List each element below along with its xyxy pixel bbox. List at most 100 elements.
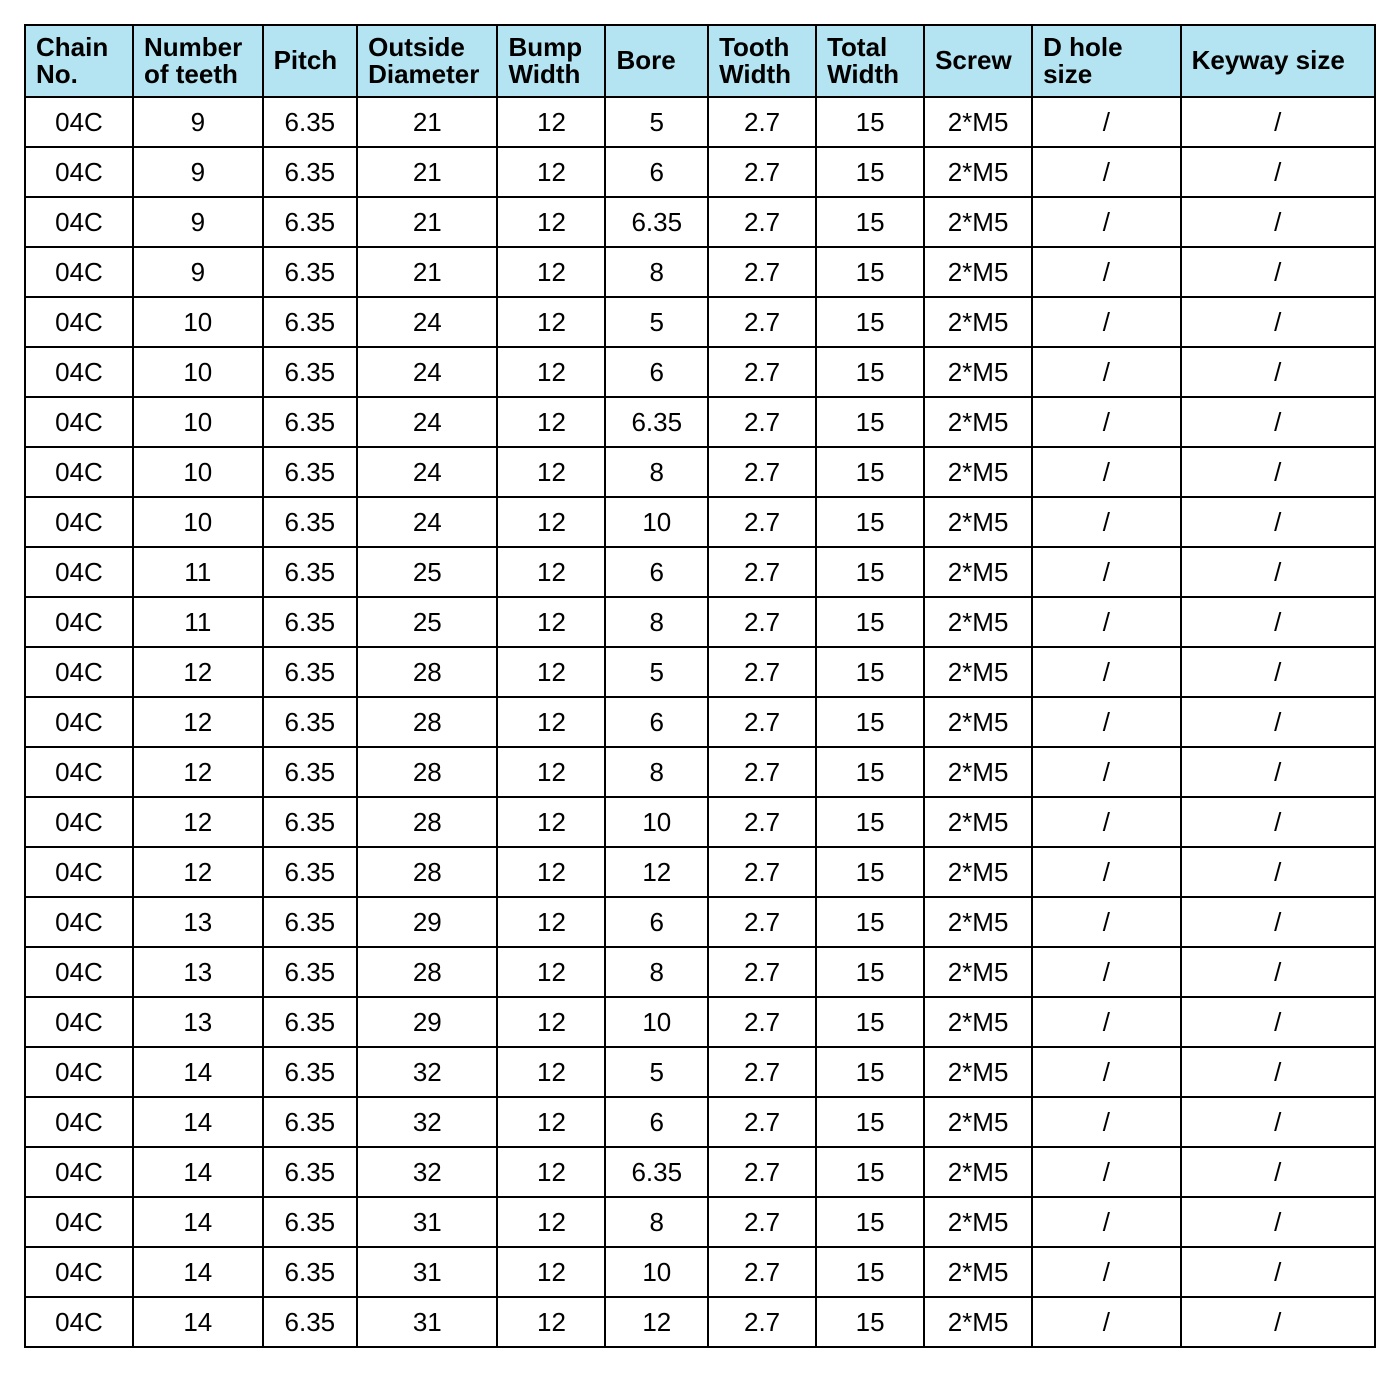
table-cell: 12 xyxy=(497,547,605,597)
table-cell: / xyxy=(1181,397,1375,447)
col-tooth-width: Tooth Width xyxy=(708,25,816,97)
table-cell: 2.7 xyxy=(708,1247,816,1297)
table-row: 04C96.3521126.352.7152*M5// xyxy=(25,197,1375,247)
table-cell: 15 xyxy=(816,347,924,397)
table-cell: 2*M5 xyxy=(924,697,1032,747)
table-cell: / xyxy=(1032,1297,1181,1347)
sprocket-spec-table: Chain No. Number of teeth Pitch Outside … xyxy=(24,24,1376,1348)
table-cell: 04C xyxy=(25,97,133,147)
table-cell: 6.35 xyxy=(263,97,358,147)
table-row: 04C126.35281252.7152*M5// xyxy=(25,647,1375,697)
table-cell: 04C xyxy=(25,847,133,897)
table-cell: 21 xyxy=(357,147,497,197)
table-cell: 12 xyxy=(497,747,605,797)
table-cell: 21 xyxy=(357,97,497,147)
table-cell: 12 xyxy=(133,847,263,897)
table-cell: 15 xyxy=(816,147,924,197)
table-cell: 6.35 xyxy=(263,897,358,947)
table-cell: 28 xyxy=(357,747,497,797)
table-header-row: Chain No. Number of teeth Pitch Outside … xyxy=(25,25,1375,97)
table-cell: 2.7 xyxy=(708,747,816,797)
table-cell: 2.7 xyxy=(708,797,816,847)
table-cell: 12 xyxy=(497,397,605,447)
table-cell: / xyxy=(1032,597,1181,647)
table-cell: / xyxy=(1032,697,1181,747)
table-cell: / xyxy=(1181,1247,1375,1297)
table-cell: 10 xyxy=(605,1247,708,1297)
table-cell: 04C xyxy=(25,597,133,647)
table-cell: / xyxy=(1032,1247,1181,1297)
table-cell: 10 xyxy=(133,297,263,347)
table-cell: 15 xyxy=(816,1297,924,1347)
table-cell: / xyxy=(1032,847,1181,897)
table-cell: 6.35 xyxy=(263,1147,358,1197)
table-cell: 2*M5 xyxy=(924,1097,1032,1147)
table-cell: 6 xyxy=(605,147,708,197)
table-cell: / xyxy=(1181,197,1375,247)
table-cell: 14 xyxy=(133,1147,263,1197)
table-cell: / xyxy=(1181,1297,1375,1347)
table-cell: 2*M5 xyxy=(924,1247,1032,1297)
table-cell: 14 xyxy=(133,1247,263,1297)
table-cell: 9 xyxy=(133,197,263,247)
table-cell: / xyxy=(1181,297,1375,347)
table-row: 04C136.35291262.7152*M5// xyxy=(25,897,1375,947)
table-cell: 10 xyxy=(605,997,708,1047)
table-cell: 12 xyxy=(497,147,605,197)
table-cell: 2.7 xyxy=(708,397,816,447)
table-row: 04C146.35311282.7152*M5// xyxy=(25,1197,1375,1247)
table-cell: 15 xyxy=(816,397,924,447)
table-cell: 5 xyxy=(605,1047,708,1097)
table-cell: 04C xyxy=(25,147,133,197)
table-cell: 8 xyxy=(605,747,708,797)
table-cell: 15 xyxy=(816,897,924,947)
table-cell: 8 xyxy=(605,1197,708,1247)
table-cell: 6.35 xyxy=(263,547,358,597)
table-cell: 6.35 xyxy=(263,797,358,847)
table-cell: 2.7 xyxy=(708,697,816,747)
table-cell: 6.35 xyxy=(263,747,358,797)
table-cell: 14 xyxy=(133,1047,263,1097)
table-cell: 2*M5 xyxy=(924,197,1032,247)
table-cell: 2.7 xyxy=(708,497,816,547)
table-cell: / xyxy=(1032,797,1181,847)
table-body: 04C96.35211252.7152*M5//04C96.35211262.7… xyxy=(25,97,1375,1347)
table-cell: 15 xyxy=(816,447,924,497)
table-cell: 12 xyxy=(133,747,263,797)
table-cell: 8 xyxy=(605,597,708,647)
table-cell: 2.7 xyxy=(708,947,816,997)
table-cell: 04C xyxy=(25,697,133,747)
table-cell: / xyxy=(1181,797,1375,847)
table-cell: 04C xyxy=(25,1197,133,1247)
table-cell: 2*M5 xyxy=(924,297,1032,347)
table-cell: / xyxy=(1032,347,1181,397)
table-cell: 04C xyxy=(25,647,133,697)
table-cell: 2*M5 xyxy=(924,547,1032,597)
table-cell: 12 xyxy=(497,497,605,547)
table-cell: 6.35 xyxy=(605,197,708,247)
table-cell: 6.35 xyxy=(263,1047,358,1097)
table-cell: 2.7 xyxy=(708,197,816,247)
table-cell: 15 xyxy=(816,697,924,747)
table-cell: 04C xyxy=(25,797,133,847)
table-cell: 15 xyxy=(816,247,924,297)
table-cell: / xyxy=(1181,1097,1375,1147)
table-cell: 6.35 xyxy=(263,997,358,1047)
table-cell: / xyxy=(1181,1147,1375,1197)
table-row: 04C126.352812102.7152*M5// xyxy=(25,797,1375,847)
table-row: 04C106.3524126.352.7152*M5// xyxy=(25,397,1375,447)
table-cell: 10 xyxy=(133,497,263,547)
table-row: 04C126.352812122.7152*M5// xyxy=(25,847,1375,897)
col-keyway-size: Keyway size xyxy=(1181,25,1375,97)
table-cell: 04C xyxy=(25,1097,133,1147)
table-cell: 6.35 xyxy=(263,847,358,897)
table-cell: 31 xyxy=(357,1197,497,1247)
table-cell: 2*M5 xyxy=(924,1197,1032,1247)
table-cell: 12 xyxy=(497,1047,605,1097)
table-cell: 9 xyxy=(133,247,263,297)
table-cell: / xyxy=(1032,147,1181,197)
table-cell: 12 xyxy=(133,797,263,847)
table-cell: 12 xyxy=(497,1247,605,1297)
table-cell: 15 xyxy=(816,947,924,997)
table-cell: 04C xyxy=(25,997,133,1047)
